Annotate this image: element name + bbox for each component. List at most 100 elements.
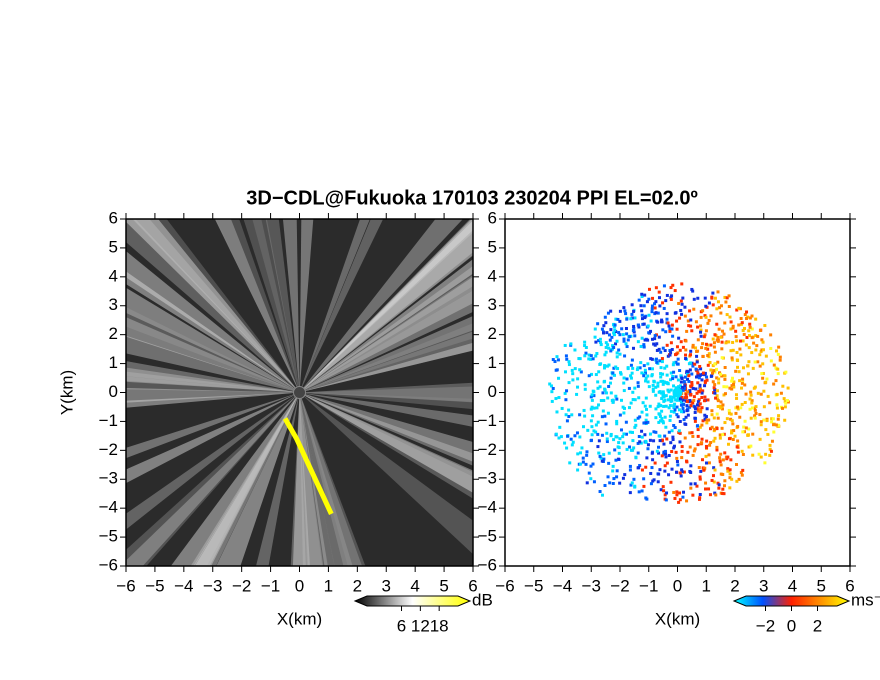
echo-ray (299, 392, 353, 566)
echo-ray (126, 251, 300, 393)
echo-pixel (713, 362, 717, 366)
echo-pixel (748, 397, 752, 401)
echo-pixel (600, 493, 604, 497)
echo-ray (299, 219, 473, 393)
echo-pixel (691, 343, 695, 347)
echo-pixel (716, 481, 720, 485)
echo-pixel (627, 386, 631, 390)
echo-pixel (777, 345, 781, 349)
echo-pixel (698, 425, 702, 429)
echo-pixel (613, 448, 617, 452)
echo-pixel (672, 361, 676, 365)
echo-pixel (672, 444, 676, 448)
echo-pixel (652, 430, 656, 434)
echo-pixel (688, 309, 692, 313)
echo-pixel (660, 439, 664, 443)
echo-pixel (685, 459, 689, 463)
echo-pixel (622, 432, 626, 436)
echo-pixel (671, 374, 675, 378)
echo-pixel (717, 327, 721, 331)
echo-pixel (719, 406, 723, 410)
x-tick-label: 2 (353, 576, 362, 595)
echo-pixel (585, 481, 589, 485)
echo-pixel (690, 287, 694, 291)
echo-pixel (596, 380, 600, 384)
echo-pixel (679, 397, 683, 401)
echo-pixel (628, 445, 632, 449)
echo-pixel (732, 380, 736, 384)
echo-pixel (647, 287, 651, 291)
echo-pixel (705, 407, 709, 411)
echo-pixel (709, 368, 713, 372)
echo-pixel (759, 455, 763, 459)
echo-pixel (603, 364, 607, 368)
echo-pixel (653, 306, 657, 310)
x-axis-label: X(km) (277, 609, 322, 628)
echo-pixel (699, 334, 703, 338)
echo-pixel (624, 432, 628, 436)
echo-pixel (676, 463, 680, 467)
echo-pixel (636, 340, 640, 344)
x-tick-label: 2 (730, 576, 739, 595)
echo-pixel (701, 342, 705, 346)
echo-pixel (653, 334, 657, 338)
echo-pixel (759, 423, 763, 427)
echo-pixel (628, 468, 632, 472)
echo-pixel (614, 458, 618, 462)
echo-pixel (609, 328, 613, 332)
echo-pixel (706, 347, 710, 351)
echo-pixel (598, 385, 602, 389)
echo-pixel (729, 412, 733, 416)
echo-pixel (670, 450, 674, 454)
echo-pixel (596, 445, 600, 449)
y-tick-label: 2 (109, 324, 118, 343)
echo-pixel (679, 399, 683, 403)
echo-pixel (587, 471, 591, 475)
y-tick-label: 3 (488, 295, 497, 314)
echo-pixel (603, 353, 607, 357)
echo-pixel (597, 439, 601, 443)
echo-pixel (647, 385, 651, 389)
echo-pixel (594, 373, 598, 377)
echo-pixel (728, 386, 732, 390)
echo-pixel (669, 286, 673, 290)
echo-pixel (674, 398, 678, 402)
echo-pixel (636, 441, 640, 445)
echo-pixel (728, 486, 732, 490)
echo-pixel (672, 370, 676, 374)
x-tick-label: −1 (261, 576, 280, 595)
echo-pixel (690, 383, 694, 387)
echo-pixel (678, 491, 682, 495)
echo-pixel (623, 473, 627, 477)
echo-pixel (665, 491, 669, 495)
echo-pixel (578, 368, 582, 372)
echo-pixel (615, 475, 619, 479)
echo-pixel (559, 435, 563, 439)
echo-pixel (621, 333, 625, 337)
echo-pixel (634, 423, 638, 427)
x-axis-label: X(km) (655, 609, 700, 628)
echo-pixel (684, 348, 688, 352)
colorbar-label: dB (472, 590, 493, 609)
echo-pixel (560, 406, 564, 410)
echo-pixel (661, 328, 665, 332)
echo-pixel (646, 338, 650, 342)
echo-pixel (564, 398, 568, 402)
echo-pixel (630, 303, 634, 307)
echo-pixel (730, 477, 734, 481)
echo-pixel (602, 324, 606, 328)
echo-pixel (754, 412, 758, 416)
echo-pixel (693, 416, 697, 420)
echo-pixel (762, 405, 766, 409)
echo-pixel (726, 455, 730, 459)
echo-pixel (734, 411, 738, 415)
echo-pixel (681, 296, 685, 300)
echo-pixel (694, 387, 698, 391)
echo-pixel (704, 315, 708, 319)
echo-pixel (686, 370, 690, 374)
echo-pixel (727, 304, 731, 308)
echo-pixel (657, 335, 661, 339)
echo-pixel (717, 486, 721, 490)
echo-pixel (738, 347, 742, 351)
echo-pixel (632, 446, 636, 450)
